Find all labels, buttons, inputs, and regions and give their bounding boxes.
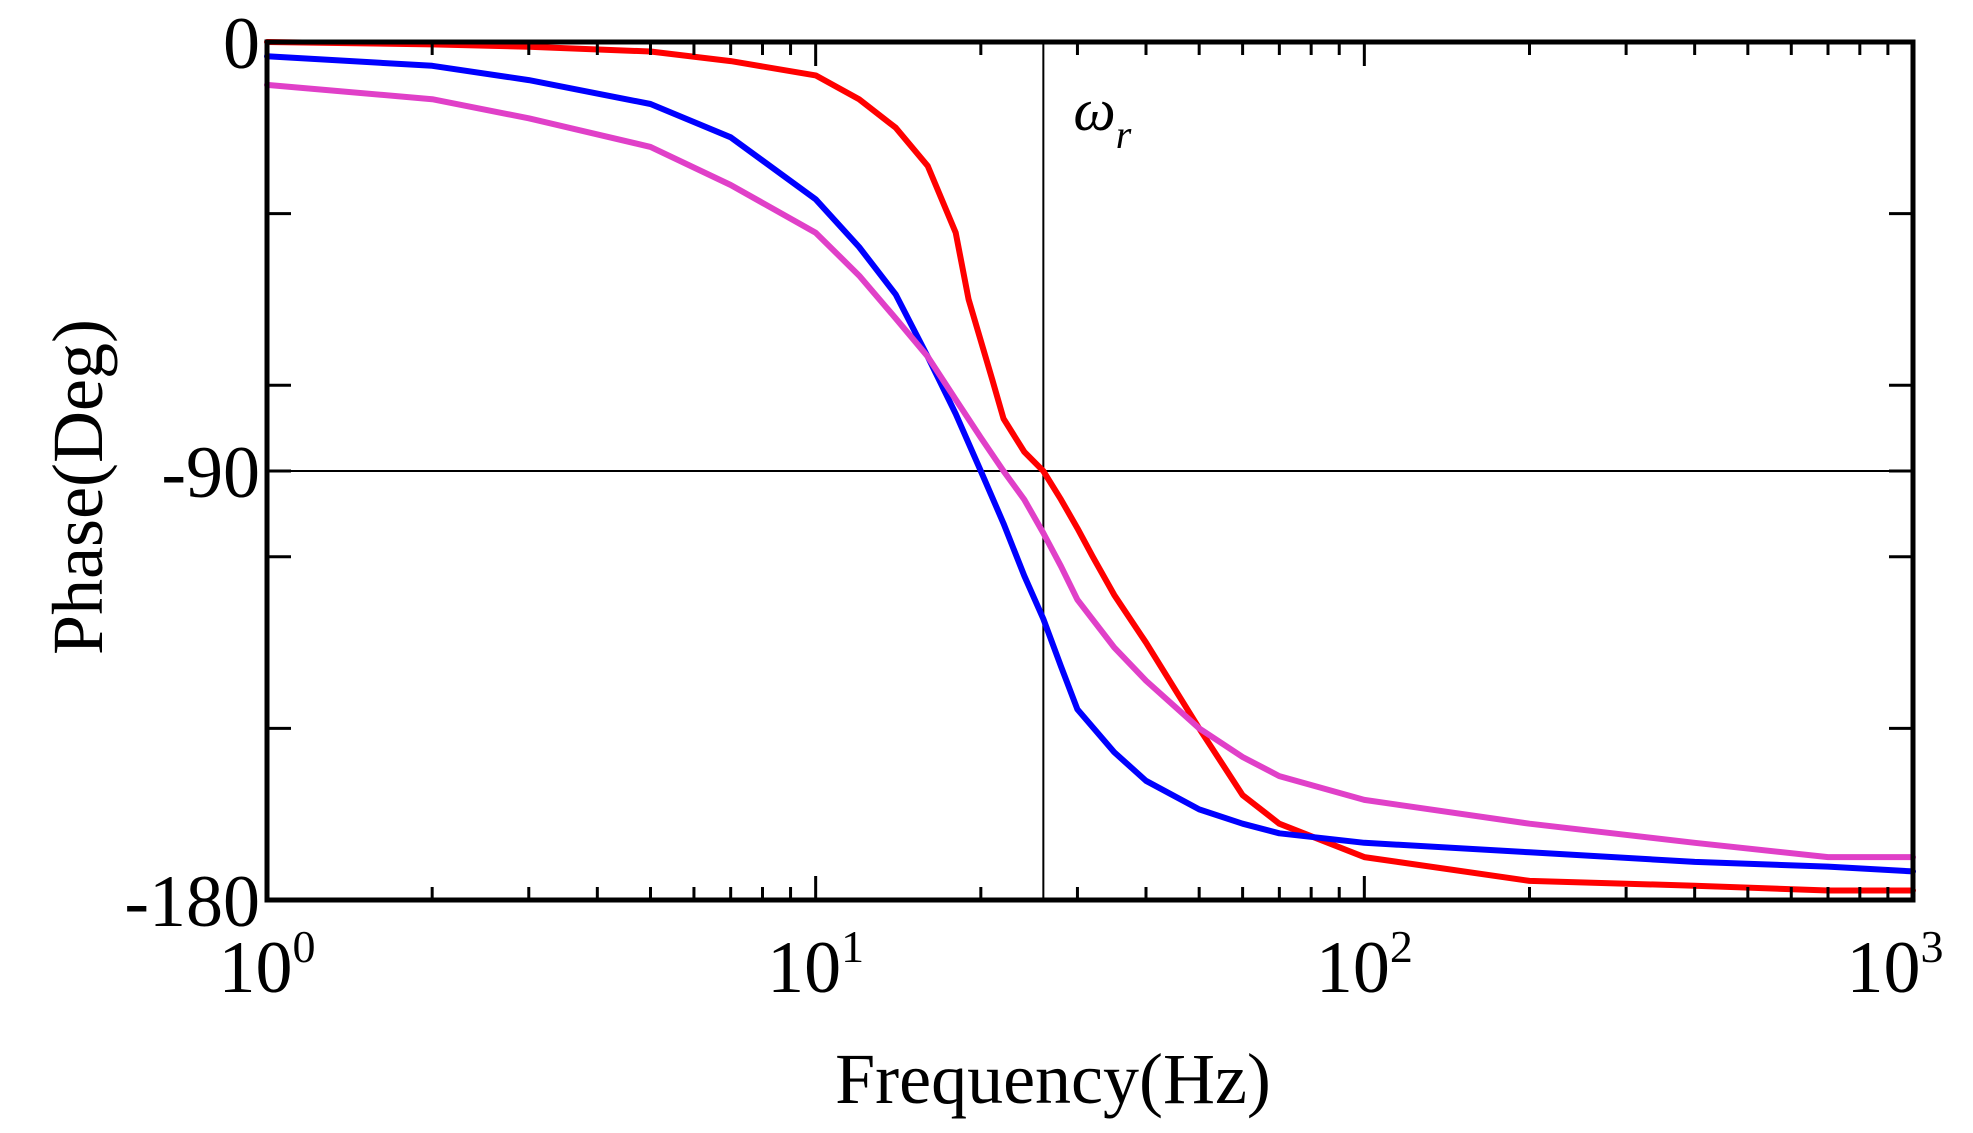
x-tick-exponent: 0 xyxy=(293,921,316,972)
series-layer xyxy=(264,39,1916,894)
y-tick-labels: 0 -90 -180 xyxy=(124,3,260,943)
y-tick-label: -180 xyxy=(124,861,260,943)
x-tick-label: 101 xyxy=(767,921,864,1009)
reference-lines xyxy=(267,42,1913,900)
x-axis-title: Frequency(Hz) xyxy=(835,1039,1271,1119)
y-axis-title: Phase(Deg) xyxy=(38,319,118,655)
plot-frame xyxy=(264,39,1916,903)
resonance-subscript: r xyxy=(1116,112,1132,157)
series-line-red xyxy=(264,39,1916,894)
x-tick-label: 103 xyxy=(1847,921,1944,1009)
y-tick-label: -90 xyxy=(161,432,260,514)
x-tick-label: 102 xyxy=(1316,921,1413,1009)
resonance-symbol: ω xyxy=(1073,77,1115,143)
x-tick-exponent: 3 xyxy=(1921,921,1944,972)
series-line-blue xyxy=(264,53,1916,875)
x-tick-label: 100 xyxy=(219,921,316,1009)
y-tick-label: 0 xyxy=(223,3,260,85)
resonance-label: ωr xyxy=(1073,77,1131,157)
x-tick-exponent: 1 xyxy=(841,921,864,972)
x-tick-base: 10 xyxy=(1316,927,1390,1009)
x-tick-base: 10 xyxy=(1847,927,1921,1009)
x-tick-labels: 100 101 102 103 xyxy=(219,921,1944,1009)
x-tick-exponent: 2 xyxy=(1390,921,1413,972)
x-tick-base: 10 xyxy=(219,927,293,1009)
series-line-magenta xyxy=(264,81,1916,861)
x-tick-base: 10 xyxy=(767,927,841,1009)
